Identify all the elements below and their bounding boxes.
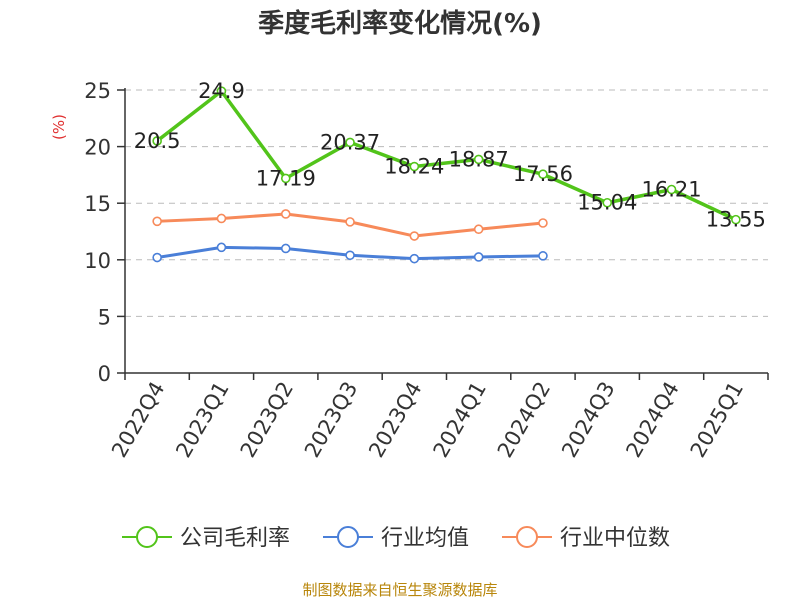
data-point (280, 173, 291, 184)
y-axis-label: (%) (50, 114, 68, 140)
data-point (280, 209, 291, 219)
data-point (602, 197, 613, 208)
data-point (538, 169, 548, 180)
y-tick-label: 25 (84, 79, 111, 103)
x-tick-label: 2024Q2 (493, 378, 555, 462)
data-point (666, 184, 677, 195)
x-tick-label: 2024Q4 (621, 378, 683, 462)
x-tick-label: 2024Q1 (429, 378, 491, 462)
source-note: 制图数据来自恒生聚源数据库 (302, 581, 497, 599)
data-point (345, 137, 355, 148)
y-tick-label: 20 (84, 136, 111, 160)
axes: 0 5 10 15 20 25 2022Q4 2023Q1 2023Q2 2023Q3 2023Q4… (84, 79, 769, 462)
data-point (152, 216, 162, 227)
data-point (409, 253, 420, 264)
data-point (152, 252, 162, 263)
y-tick-label: 0 (98, 362, 111, 386)
legend-item[interactable]: 公司毛利率 (122, 526, 290, 551)
data-point (538, 251, 548, 261)
legend[interactable]: 公司毛利率 行业均值 行业中位数 (122, 526, 670, 551)
chart-title: 季度毛利率变化情况(%) (258, 8, 542, 39)
data-point (280, 243, 291, 254)
data-label: 20.5 (134, 129, 181, 153)
grid-lines (125, 89, 768, 317)
data-point (409, 161, 420, 172)
series-lines (152, 86, 741, 264)
x-tick-label: 2023Q2 (236, 378, 298, 462)
data-label: 17.19 (256, 166, 316, 190)
data-point (216, 242, 227, 253)
data-label: 24.9 (198, 79, 245, 103)
x-tick-label: 2023Q1 (171, 378, 233, 462)
data-point (216, 86, 227, 96)
series-line (156, 89, 737, 222)
x-tick-label: 2023Q4 (364, 378, 426, 462)
data-point (152, 136, 162, 146)
x-tick-label: 2023Q3 (300, 378, 362, 462)
data-label: 13.55 (706, 208, 766, 232)
legend-label: 公司毛利率 (180, 526, 290, 551)
data-point (731, 214, 741, 225)
legend-item[interactable]: 行业中位数 (502, 526, 670, 551)
x-tick-label: 2022Q4 (107, 378, 169, 462)
data-label: 16.21 (641, 178, 701, 202)
data-point (473, 154, 484, 165)
data-point (473, 252, 484, 262)
data-label: 20.37 (320, 130, 380, 154)
y-tick-label: 5 (98, 305, 111, 329)
x-tick-label: 2025Q1 (686, 378, 748, 462)
data-label: 17.56 (513, 162, 573, 186)
data-point (345, 250, 355, 261)
data-label: 18.24 (384, 155, 444, 179)
data-label: 15.04 (577, 191, 637, 215)
y-tick-label: 15 (84, 192, 111, 216)
x-tick-label: 2024Q3 (557, 378, 619, 462)
legend-marker (337, 526, 359, 548)
legend-item[interactable]: 行业均值 (323, 526, 469, 551)
data-point (538, 218, 548, 228)
legend-marker (136, 526, 158, 548)
data-point (473, 224, 484, 235)
data-label: 18.87 (449, 147, 509, 171)
y-tick-label: 10 (84, 249, 111, 273)
data-point (409, 231, 420, 241)
legend-label: 行业均值 (381, 526, 469, 551)
data-point (345, 217, 355, 227)
legend-label: 行业中位数 (560, 526, 670, 551)
legend-marker (516, 526, 538, 548)
data-point (216, 213, 227, 224)
